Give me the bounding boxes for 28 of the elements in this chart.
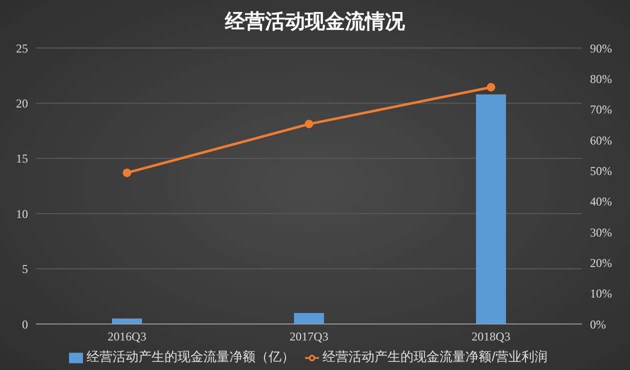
legend-label: 经营活动产生的现金流量净额/营业利润	[322, 349, 548, 364]
point	[486, 83, 496, 92]
y-tick-label: 5	[22, 262, 28, 276]
legend-label: 经营活动产生的现金流量净额（亿）	[86, 349, 295, 364]
y-tick-label: 0	[22, 317, 28, 332]
point	[122, 168, 132, 178]
x-tick-label: 2018Q3	[472, 330, 510, 344]
x-tick-label: 2016Q3	[108, 330, 146, 344]
bar	[112, 318, 142, 324]
y2-tick-label: 10%	[590, 286, 612, 301]
y2-tick-label: 90%	[590, 41, 612, 56]
y-tick-label: 25	[16, 41, 28, 56]
chart-title: 经营活动现金流情况	[224, 10, 406, 35]
y2-tick-label: 80%	[590, 72, 612, 86]
y-tick-label: 15	[16, 152, 28, 166]
y-tick-label: 20	[16, 96, 28, 110]
x-tick-label: 2017Q3	[290, 330, 328, 344]
bar	[476, 94, 506, 324]
point	[304, 120, 314, 128]
y2-tick-label: 0%	[590, 317, 606, 332]
y2-tick-label: 20%	[590, 256, 612, 270]
y-tick-label: 10	[16, 206, 28, 221]
y2-tick-label: 60%	[590, 133, 612, 148]
y2-tick-label: 30%	[590, 225, 612, 240]
bar	[294, 312, 324, 324]
y2-tick-label: 70%	[590, 102, 612, 117]
y2-tick-label: 40%	[590, 194, 612, 209]
y2-tick-label: 50%	[590, 164, 612, 178]
